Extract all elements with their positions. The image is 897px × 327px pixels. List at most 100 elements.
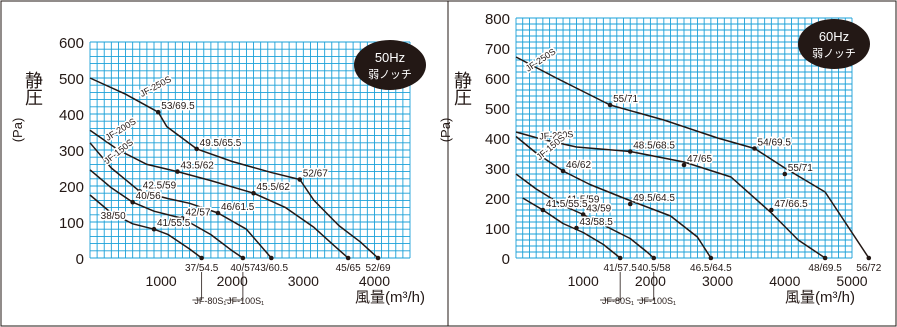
- data-label: 40/57: [230, 263, 255, 274]
- series-name-label: JF-200S: [539, 129, 574, 141]
- data-label: 43.5/62: [180, 161, 214, 172]
- series-line-JF-100S1: [515, 173, 655, 259]
- x-tick-label: 2000: [635, 273, 666, 289]
- x-axis-label: 風量(m³/h): [355, 289, 425, 306]
- data-label: 43/58.5: [579, 217, 613, 228]
- data-label: 46.5/64.5: [690, 263, 732, 274]
- data-point: [540, 207, 546, 213]
- data-point: [560, 168, 566, 174]
- data-point: [574, 225, 579, 231]
- data-label: 55/71: [788, 163, 813, 174]
- y-tick-label: 700: [485, 41, 510, 58]
- data-point: [180, 216, 185, 221]
- data-point: [822, 255, 828, 261]
- data-label: 52/69: [365, 263, 390, 274]
- y-axis-label: 静: [25, 71, 43, 91]
- data-point: [651, 255, 657, 261]
- series-line-JF-250S: [515, 56, 870, 259]
- data-label: 41/57.5: [603, 263, 637, 274]
- data-label: 41.5/55.5: [546, 199, 588, 210]
- x-axis-label: 風量(m³/h): [785, 289, 855, 306]
- data-label: 49.5/65.5: [200, 138, 242, 149]
- data-point: [560, 203, 566, 208]
- data-label: 52/67: [303, 169, 328, 180]
- data-label: 46/62: [566, 160, 591, 171]
- data-label: 40/56: [136, 191, 161, 202]
- series-line-JF-100S1: [89, 169, 244, 259]
- y-axis-label: 静: [454, 71, 472, 91]
- y-tick-label: 100: [59, 215, 84, 232]
- data-label: 47/65: [687, 154, 712, 165]
- data-point: [607, 102, 613, 108]
- y-tick-label: 200: [59, 179, 84, 196]
- data-point: [269, 255, 274, 261]
- data-point: [769, 207, 774, 213]
- y-tick-label: 500: [485, 101, 510, 118]
- data-label: 38/50: [101, 211, 126, 222]
- data-point: [627, 201, 633, 207]
- data-label: 55/71: [788, 163, 813, 174]
- y-axis-label: 圧: [25, 88, 43, 108]
- data-point: [240, 255, 246, 261]
- data-label: 43.5/62: [180, 161, 214, 172]
- data-label: 37/54.5: [185, 263, 219, 274]
- data-label: 47/66.5: [774, 199, 808, 210]
- y-axis-unit: (Pa): [438, 118, 453, 143]
- data-label: 52/69: [365, 263, 390, 274]
- data-label: 56/72: [856, 263, 881, 274]
- data-label: 49.5/64.5: [633, 193, 675, 204]
- data-label: 43/60.5: [255, 263, 289, 274]
- data-label: 46/61.5: [221, 202, 255, 213]
- data-label: 42.5/59: [143, 180, 177, 191]
- data-point: [130, 199, 135, 205]
- data-point: [752, 146, 757, 151]
- data-label: 41/55.5: [157, 218, 191, 229]
- data-point: [708, 255, 714, 261]
- data-label: 43/59: [586, 204, 611, 215]
- data-point: [866, 255, 872, 261]
- data-point: [681, 162, 687, 168]
- data-point: [194, 146, 199, 152]
- series-line-JF-200S: [89, 129, 349, 259]
- y-axis-unit: (Pa): [10, 118, 25, 143]
- data-label: 49.5/64.5: [633, 193, 675, 204]
- data-label: 49.5/65.5: [200, 138, 242, 149]
- data-point: [251, 190, 256, 196]
- data-label: 43/60.5: [255, 263, 289, 274]
- y-tick-label: 400: [59, 107, 84, 124]
- x-tick-label: 3000: [288, 273, 319, 289]
- series-callout-label: JF-100S₁: [227, 296, 264, 306]
- data-point: [155, 109, 161, 115]
- series-callout-label: JF-80S₁: [194, 296, 226, 306]
- data-label: 40/57: [230, 263, 255, 274]
- data-label: 41/57.5: [603, 263, 637, 274]
- data-point: [175, 169, 180, 174]
- data-label: 55/71: [613, 94, 638, 105]
- data-label: 56/72: [856, 263, 881, 274]
- data-point: [617, 255, 623, 261]
- series-line-JF-80S1: [522, 197, 621, 259]
- y-tick-label: 800: [485, 11, 510, 28]
- y-tick-label: 200: [485, 191, 510, 208]
- x-tick-label: 1000: [146, 273, 177, 289]
- data-label: 45.5/62: [257, 182, 291, 193]
- data-label: 48/69.5: [808, 263, 842, 274]
- y-tick-label: 400: [485, 131, 510, 148]
- chart-panel-1: 0 100 200 300 400 500 600 1000 2000 3000 4000 静圧(Pa…: [10, 35, 426, 306]
- data-label: 54/69.5: [758, 138, 792, 149]
- data-label: 48.5/68.5: [633, 141, 675, 152]
- data-label: 40/56: [136, 191, 161, 202]
- callout-leader: [636, 272, 655, 301]
- hz-badge-notch: 弱ノッチ: [812, 47, 856, 60]
- data-label: 45.5/62: [257, 182, 291, 193]
- data-label: 45/65: [336, 263, 361, 274]
- data-label: 43/59: [586, 204, 611, 215]
- callout-leader: [225, 272, 244, 301]
- series-callout-label: JF-80S₁: [602, 296, 634, 306]
- x-tick-label: 4000: [359, 273, 390, 289]
- y-tick-label: 600: [59, 35, 84, 52]
- data-label: 45/65: [336, 263, 361, 274]
- callout-leader: [192, 272, 203, 301]
